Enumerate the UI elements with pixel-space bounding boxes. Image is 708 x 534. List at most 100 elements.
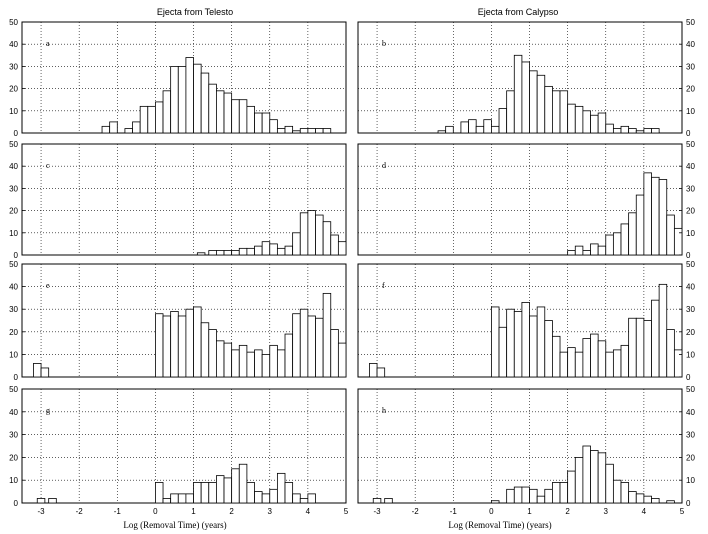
histogram-bar [643,128,652,134]
histogram-bar [483,119,492,134]
panel-label: h [382,406,386,415]
histogram-bar [200,322,210,378]
histogram-bar [33,363,42,378]
panel-f: 0 10 20 30 40 50 f [357,260,695,382]
histogram-bar [506,488,515,504]
y-tick-label: 0 [686,129,691,138]
x-tick-label: 3 [604,507,609,516]
histogram-bar [552,335,561,378]
histogram-bar [246,105,255,134]
y-tick-label: 10 [686,350,695,359]
histogram-bar [215,250,225,256]
histogram-bar [284,125,294,134]
histogram-bar [261,112,271,134]
histogram-bar [635,317,645,378]
histogram-bar [468,119,477,134]
histogram-bar [559,482,569,504]
histogram-bar [208,482,217,504]
x-tick-label: -1 [450,507,458,516]
histogram-bar [139,105,149,134]
histogram-bar [521,302,530,378]
histogram-bar [155,482,164,504]
histogram-bar [498,326,508,378]
histogram-bar [643,495,652,504]
histogram-bar [559,351,569,378]
panel-label: b [382,39,386,48]
histogram-bar [307,493,316,504]
x-tick-label: -1 [114,507,122,516]
histogram-bar [597,112,607,134]
histogram-bar [246,482,255,504]
histogram-bar [491,306,500,378]
histogram-bar [292,493,301,504]
y-tick-label: 50 [686,385,695,394]
x-tick-label: -2 [76,507,84,516]
histogram-bar [574,245,584,256]
histogram-bar [162,315,172,378]
y-tick-label: 20 [686,85,695,94]
histogram-bar [246,247,255,256]
histogram-bar [200,482,210,504]
histogram-bar [322,128,332,134]
histogram-bar [322,221,332,256]
y-tick-label: 10 [686,229,695,238]
panel-label: a [46,39,50,48]
y-tick-label: 50 [686,140,695,149]
histogram-bar [552,482,561,504]
histogram-bar [536,74,546,134]
histogram-bar [651,498,660,504]
histogram-bar [612,128,622,134]
y-tick-label: 30 [686,431,695,440]
histogram-bar [109,121,118,134]
histogram-bar [101,125,111,134]
histogram-bar [307,315,316,378]
histogram-bar [605,351,614,378]
histogram-bar [635,194,645,256]
x-tick-label: 2 [565,507,570,516]
y-tick-label: 10 [9,229,18,238]
y-tick-label: 0 [14,251,19,260]
histogram-bar [582,338,591,378]
histogram-bar [36,498,46,504]
histogram-bar [292,313,301,378]
histogram-bar [223,92,233,134]
histogram-bar [307,128,316,134]
x-tick-label: -3 [37,507,45,516]
histogram-bar [269,488,278,504]
histogram-bar [170,311,179,378]
histogram-bar [597,340,607,378]
histogram-bar [177,315,187,378]
histogram-bar [590,243,599,256]
y-tick-label: 0 [686,373,691,382]
y-tick-label: 50 [9,260,18,269]
y-tick-label: 0 [686,251,691,260]
histogram-panels: 01020304050a01020304050b01020304050c0102… [9,18,695,516]
histogram-bar [582,445,591,504]
histogram-bar [529,315,538,378]
histogram-bar [147,105,156,134]
histogram-bar [231,99,240,134]
y-tick-label: 0 [14,373,19,382]
x-tick-label: 4 [306,507,311,516]
panel-frame [21,143,347,256]
histogram-bar [673,349,683,378]
histogram-bar [254,245,263,256]
histogram-bar [605,463,614,504]
histogram-bar [597,452,607,504]
panel-a: 0 10 20 30 40 50 a [9,18,347,138]
histogram-bar [170,493,179,504]
histogram-bar [544,85,553,134]
histogram-bar [612,479,622,504]
histogram-bar [269,119,278,134]
histogram-bar [299,308,309,378]
histogram-bar [612,232,622,256]
histogram-bar [276,247,286,256]
histogram-bar [529,70,538,134]
histogram-bar [376,367,386,378]
histogram-bar [513,486,523,504]
y-tick-label: 20 [9,85,18,94]
histogram-bar [193,63,202,134]
histogram-bar [124,128,133,134]
panel-b: 0 10 20 30 40 50 b [357,18,695,138]
